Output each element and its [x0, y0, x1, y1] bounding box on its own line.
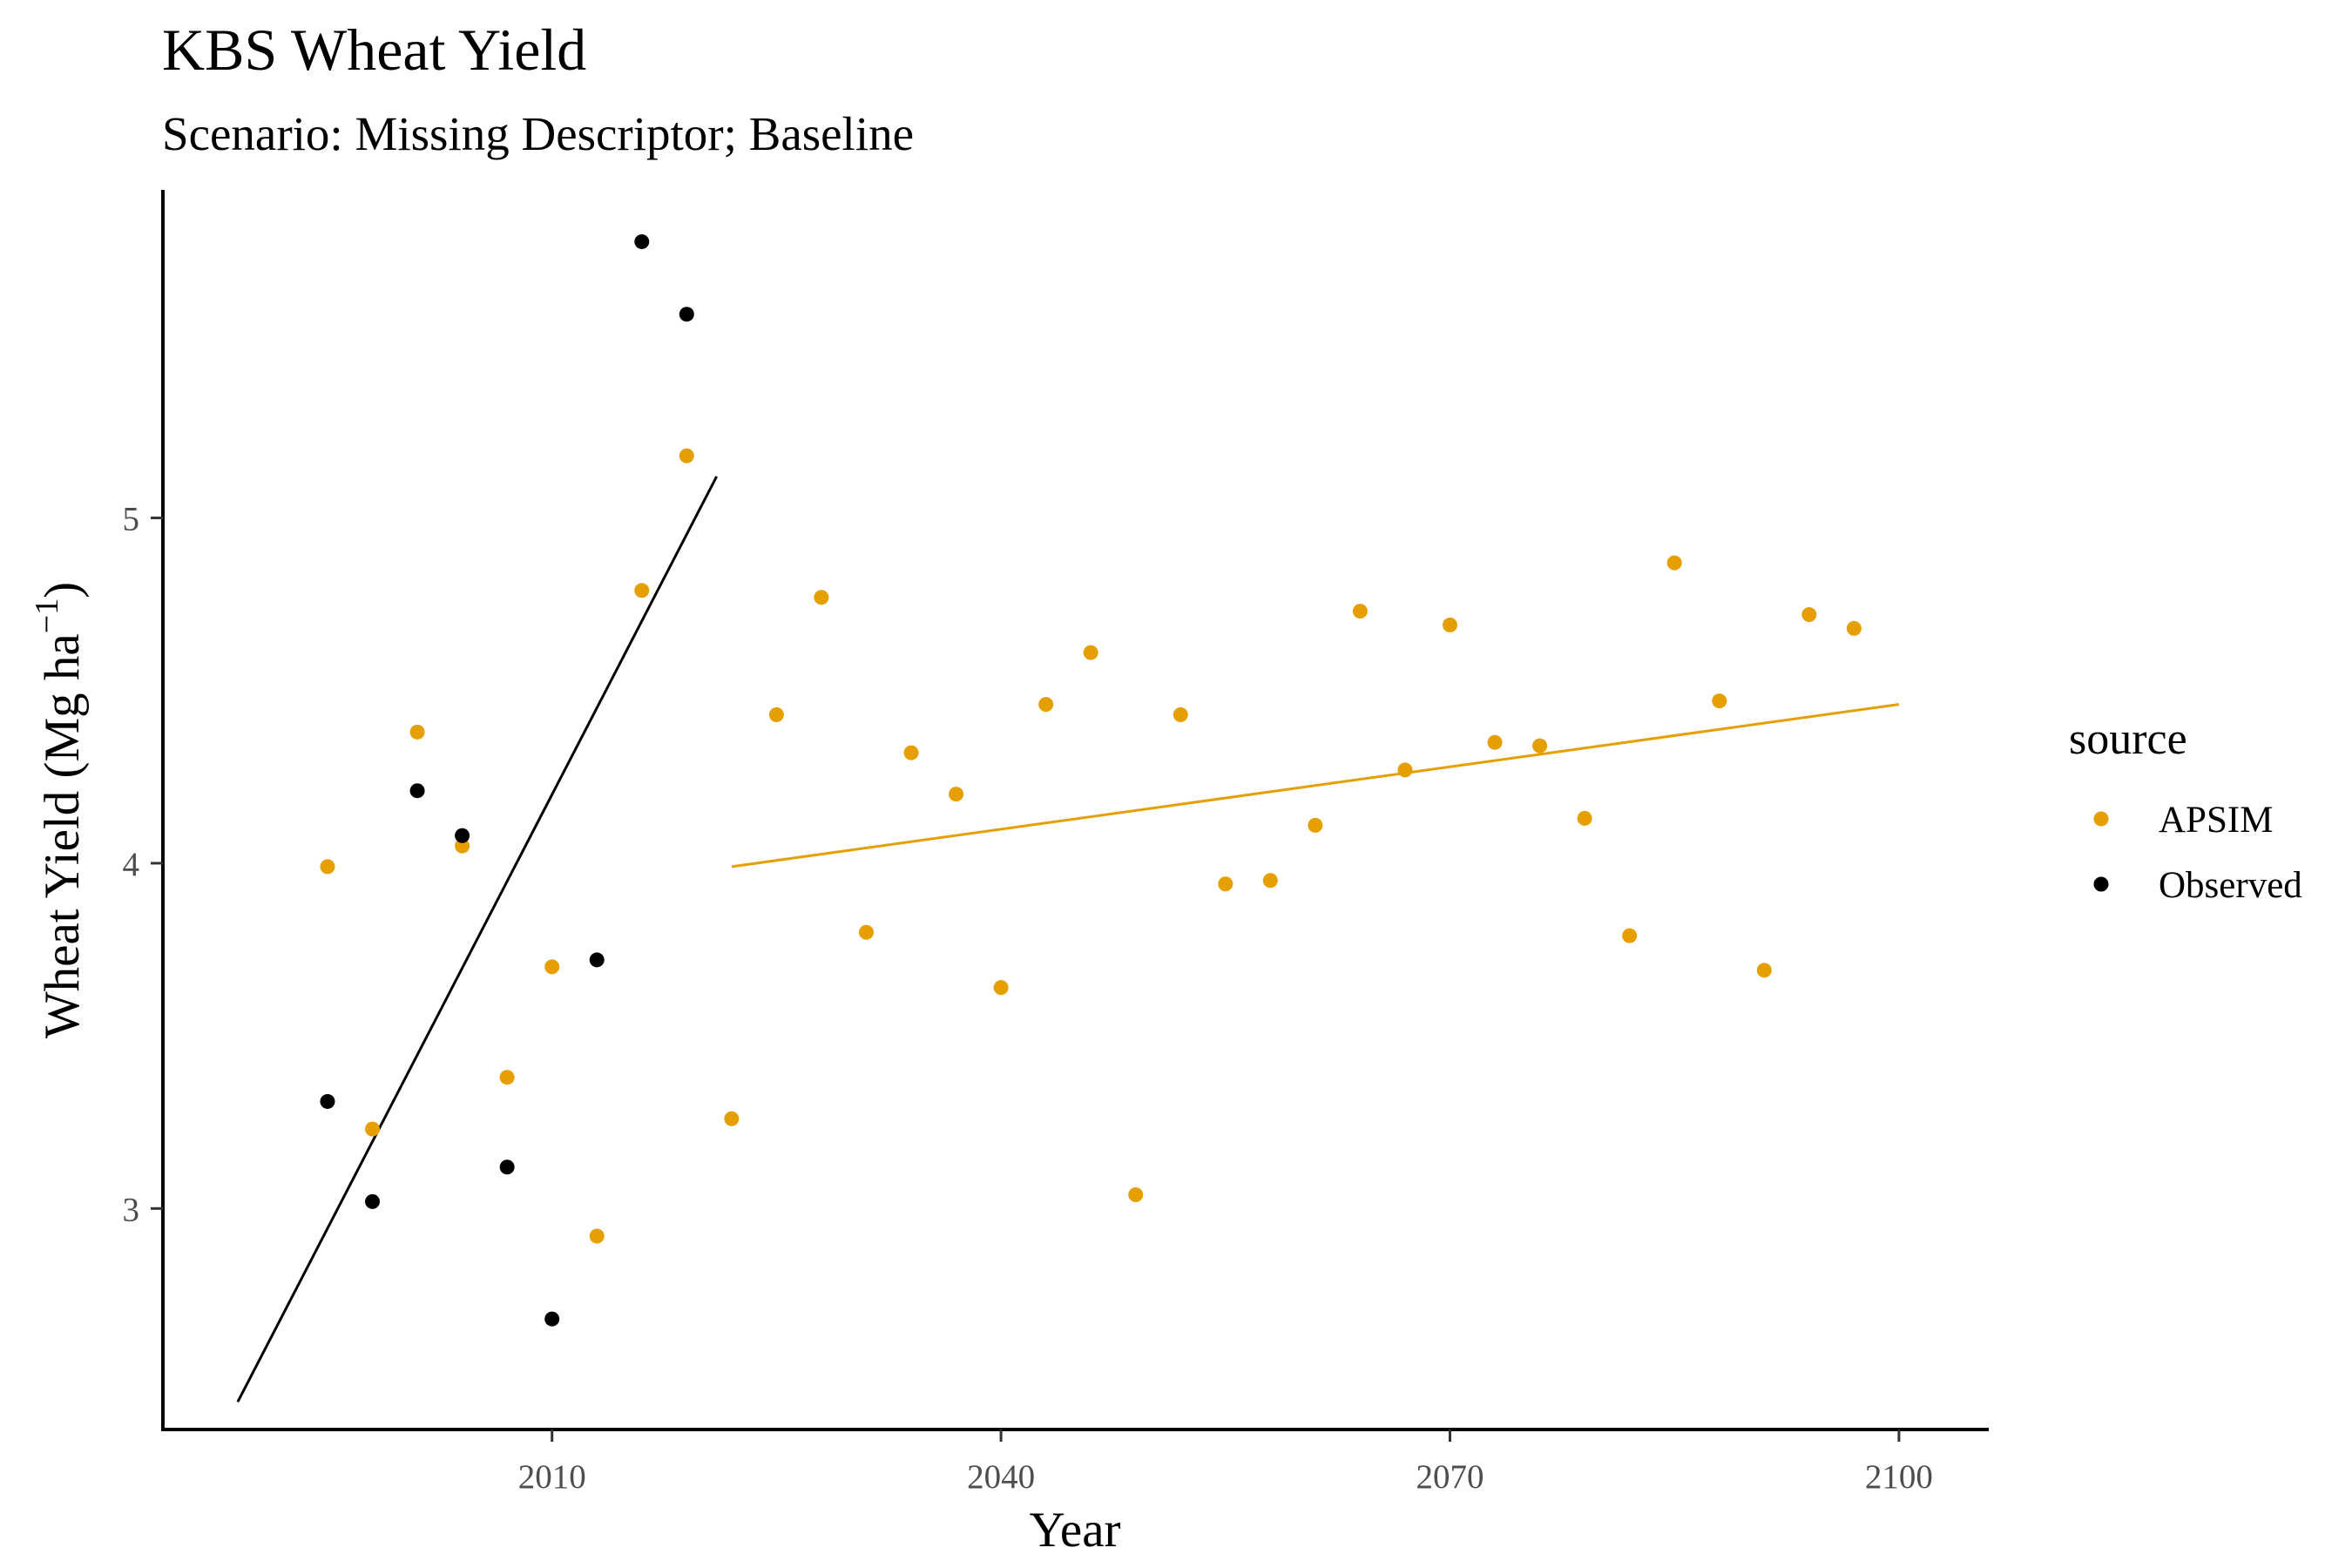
- point-apsim: [1532, 738, 1548, 754]
- legend-label-observed: Observed: [2159, 865, 2302, 906]
- point-observed: [409, 783, 425, 799]
- point-apsim: [1487, 734, 1503, 750]
- point-apsim: [1712, 693, 1727, 709]
- point-apsim: [679, 448, 694, 463]
- y-axis-title-main: Wheat Yield (Mg ha: [35, 633, 90, 1038]
- y-axis-title-close: ): [35, 582, 90, 598]
- point-apsim: [589, 1228, 605, 1244]
- point-observed: [320, 1093, 335, 1109]
- x-tick-label: 2010: [518, 1458, 586, 1496]
- point-apsim: [1218, 876, 1233, 892]
- point-apsim: [1666, 555, 1682, 571]
- point-apsim: [634, 583, 650, 598]
- y-tick-label: 5: [123, 501, 140, 538]
- point-apsim: [949, 787, 964, 802]
- point-apsim: [993, 980, 1009, 996]
- y-axis-title-superscript: −1: [29, 598, 65, 633]
- point-apsim: [768, 706, 784, 722]
- point-apsim: [365, 1121, 381, 1137]
- point-apsim: [1622, 928, 1638, 943]
- x-tick-label: 2100: [1865, 1458, 1933, 1496]
- chart-title: KBS Wheat Yield: [162, 17, 586, 83]
- trend-line-observed: [236, 476, 719, 1402]
- legend-key-apsim: [2093, 811, 2109, 827]
- point-observed: [499, 1159, 515, 1175]
- point-observed: [679, 307, 694, 322]
- data-points: [320, 233, 1862, 1327]
- x-axis-title: Year: [1029, 1503, 1120, 1558]
- y-tick-label: 3: [123, 1191, 140, 1228]
- point-observed: [544, 1311, 560, 1327]
- chart-subtitle: Scenario: Missing Descriptor; Baseline: [162, 107, 914, 160]
- point-observed: [634, 233, 650, 249]
- point-apsim: [544, 959, 560, 975]
- legend-title: source: [2069, 714, 2187, 764]
- legend: source APSIM Observed: [2069, 714, 2302, 906]
- point-apsim: [1397, 762, 1413, 778]
- point-apsim: [409, 724, 425, 740]
- point-apsim: [1577, 810, 1592, 826]
- point-apsim: [1173, 706, 1188, 722]
- point-apsim: [1083, 645, 1098, 660]
- point-apsim: [1262, 873, 1278, 889]
- x-tick-label: 2070: [1416, 1458, 1484, 1496]
- point-apsim: [1443, 617, 1458, 632]
- point-observed: [365, 1193, 381, 1209]
- point-observed: [455, 828, 470, 843]
- point-apsim: [1308, 817, 1323, 833]
- point-apsim: [858, 924, 874, 940]
- point-apsim: [724, 1111, 740, 1126]
- point-apsim: [1038, 697, 1054, 713]
- point-apsim: [1756, 963, 1772, 978]
- point-apsim: [1352, 604, 1368, 619]
- trend-lines: [236, 476, 1900, 1402]
- point-apsim: [499, 1070, 515, 1085]
- point-apsim: [1128, 1186, 1144, 1202]
- point-apsim: [320, 859, 335, 875]
- point-apsim: [1846, 620, 1862, 636]
- x-tick-label: 2040: [967, 1458, 1035, 1496]
- point-apsim: [1801, 607, 1817, 623]
- point-apsim: [814, 590, 829, 605]
- point-apsim: [455, 838, 470, 854]
- trend-line-apsim: [731, 703, 1900, 868]
- y-tick-label: 4: [123, 846, 140, 883]
- y-axis-ticks: 3 4 5: [123, 501, 163, 1228]
- y-axis-title: Wheat Yield (Mg ha−1): [29, 582, 90, 1038]
- point-observed: [589, 952, 605, 968]
- legend-label-apsim: APSIM: [2159, 800, 2273, 841]
- x-axis-ticks: 2010 2040 2070 2100: [518, 1429, 1933, 1496]
- point-apsim: [903, 745, 919, 760]
- legend-key-observed: [2093, 876, 2109, 892]
